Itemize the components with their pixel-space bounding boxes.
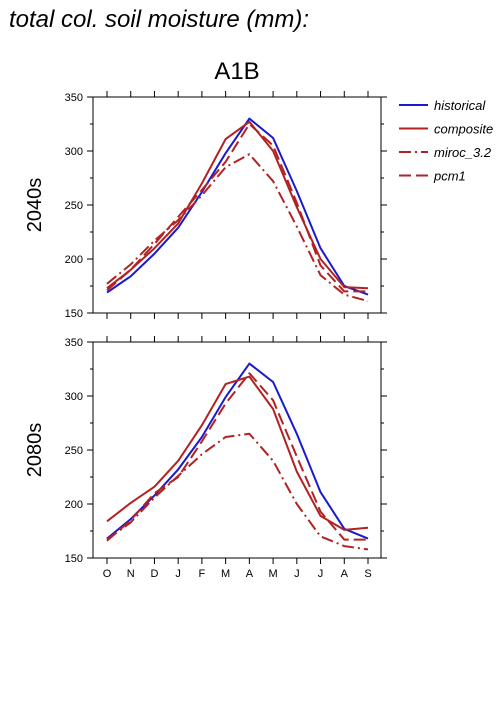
x-tick-label: J (294, 568, 300, 580)
x-tick-label: A (341, 568, 349, 580)
row-label: 2040s (24, 178, 46, 233)
x-tick-label: M (221, 568, 230, 580)
y-tick-label: 350 (65, 92, 83, 104)
legend-label-miroc_3.2: miroc_3.2 (434, 145, 492, 160)
panel-2080s: 150 200 250 300 350 O N D J F M A M J J A S 2080s (24, 336, 387, 580)
y-tick-label: 150 (65, 308, 83, 320)
y-tick-label: 250 (65, 445, 83, 457)
y-tick-label: 300 (65, 146, 83, 158)
x-tick-label: J (175, 568, 181, 580)
x-tick-label: D (150, 568, 158, 580)
panel-2040s: 150 200 250 300 350 2040s (24, 91, 387, 320)
scenario-label: A1B (214, 58, 259, 85)
legend-label-historical: historical (434, 98, 486, 113)
y-tick-label: 250 (65, 200, 83, 212)
x-tick-label: S (364, 568, 371, 580)
figure-title: total col. soil moisture (mm): (9, 6, 310, 33)
x-tick-label: M (269, 568, 278, 580)
x-tick-label: O (103, 568, 112, 580)
series-line-pcm1 (106, 123, 368, 293)
row-label: 2080s (24, 423, 46, 478)
series-line-historical (106, 117, 369, 296)
y-tick-label: 350 (65, 337, 83, 349)
legend-label-pcm1: pcm1 (433, 169, 466, 184)
series-line-composite (106, 375, 369, 531)
series-line-miroc_3.2 (106, 153, 369, 303)
series-line-pcm1 (106, 372, 368, 542)
legend: historical composite miroc_3.2 pcm1 (399, 98, 493, 184)
series-line-historical (106, 362, 369, 540)
series-line-composite (106, 120, 369, 290)
y-tick-label: 150 (65, 553, 83, 565)
y-tick-label: 200 (65, 499, 83, 511)
y-tick-label: 300 (65, 391, 83, 403)
series-line-miroc_3.2 (106, 432, 369, 551)
y-tick-label: 200 (65, 254, 83, 266)
x-tick-label: N (127, 568, 135, 580)
legend-label-composite: composite (434, 122, 493, 137)
x-tick-label: A (246, 568, 254, 580)
x-tick-label: J (318, 568, 324, 580)
x-tick-label: F (199, 568, 206, 580)
